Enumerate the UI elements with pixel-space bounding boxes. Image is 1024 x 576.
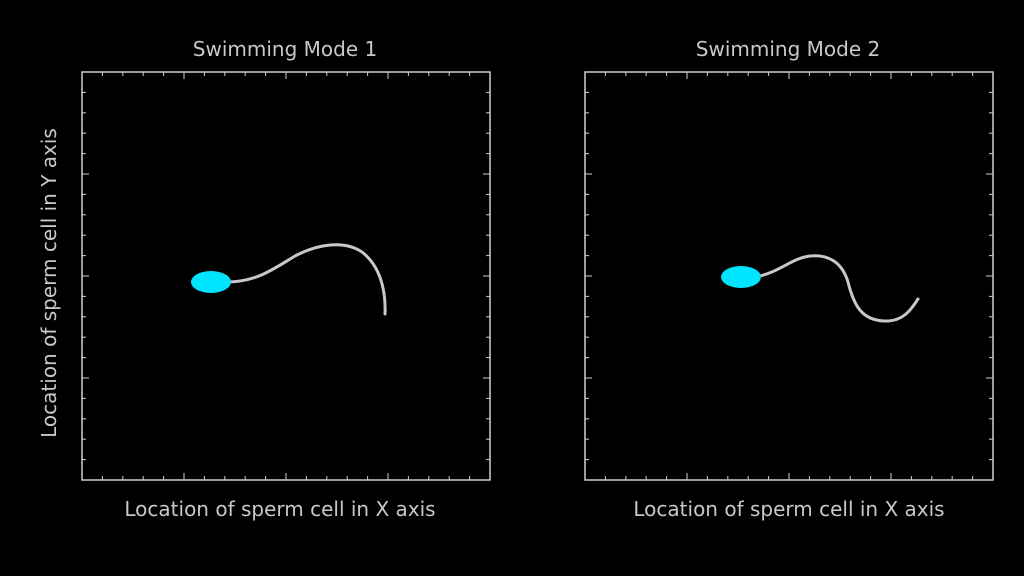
- panel-1-frame: [81, 71, 491, 481]
- panel-2-ticks: [585, 72, 993, 480]
- panel-2-title: Swimming Mode 2: [696, 37, 880, 61]
- panel-2-frame: [584, 71, 994, 481]
- panel-2-x-axis-label: Location of sperm cell in X axis: [633, 497, 944, 521]
- sperm-1-head: [191, 271, 231, 293]
- sperm-2-head: [721, 266, 761, 288]
- sperm-2-tail: [754, 254, 920, 323]
- panel-1-ticks: [82, 72, 490, 480]
- panel-1-y-axis-label: Location of sperm cell in Y axis: [37, 128, 61, 438]
- panel-swimming-mode-1: Swimming Mode 1 Location of sperm cell i…: [37, 37, 491, 521]
- panel-swimming-mode-2: Swimming Mode 2 Location of sperm cell i…: [584, 37, 994, 521]
- panel-1-x-axis-label: Location of sperm cell in X axis: [124, 497, 435, 521]
- sperm-1-tail: [224, 243, 387, 316]
- panel-1-title: Swimming Mode 1: [193, 37, 377, 61]
